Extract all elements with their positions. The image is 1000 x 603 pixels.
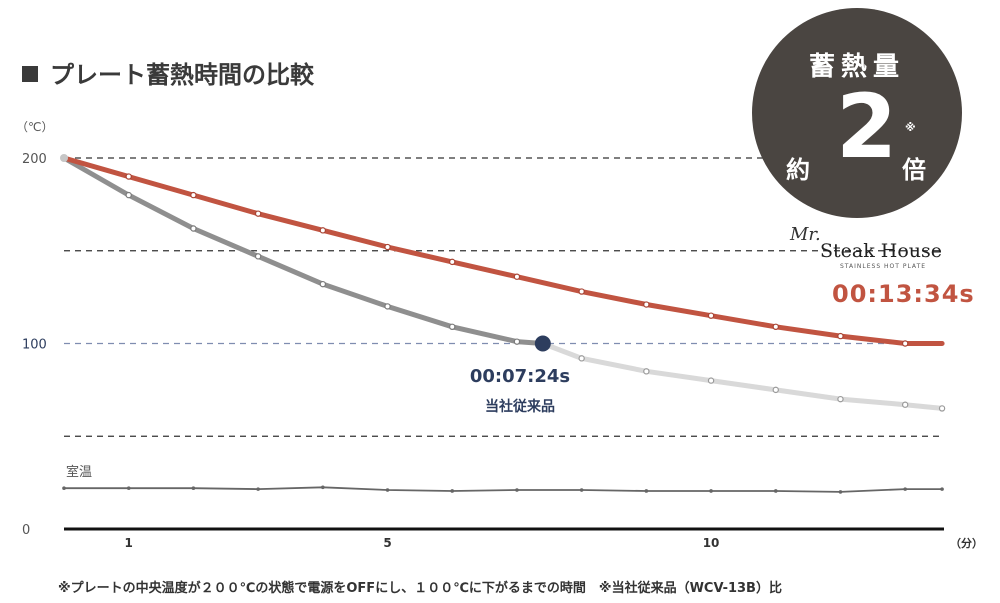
brand-point bbox=[578, 288, 585, 295]
room-point bbox=[450, 489, 455, 493]
brand-point bbox=[254, 210, 262, 217]
conventional-point bbox=[449, 323, 456, 331]
room-point bbox=[838, 490, 843, 494]
brand-time-label: 00:13:34s bbox=[832, 280, 975, 308]
room-temp-line bbox=[64, 486, 943, 493]
grid-lines bbox=[64, 157, 944, 437]
chart-title: プレート蓄熱時間の比較 bbox=[22, 55, 314, 90]
conventional-point bbox=[901, 401, 909, 408]
room-point bbox=[579, 488, 584, 492]
x-axis-label: （分） bbox=[950, 536, 983, 550]
y-tick-200: 200 bbox=[22, 152, 47, 167]
x-tick-5: 5 bbox=[383, 536, 391, 550]
conventional-point bbox=[772, 386, 779, 394]
room-point bbox=[256, 487, 260, 491]
badge-prefix: 約 bbox=[786, 156, 810, 184]
conventional-point bbox=[578, 355, 585, 362]
footnote: ※プレートの中央温度が２００℃の状態で電源をOFFにし、１００℃に下がるまでの時… bbox=[58, 581, 782, 596]
brand-point bbox=[319, 227, 327, 234]
conventional-name-label: 当社従来品 bbox=[485, 399, 555, 415]
room-point bbox=[62, 486, 66, 490]
room-point bbox=[191, 486, 196, 490]
conventional-point bbox=[254, 253, 262, 260]
room-point bbox=[940, 487, 944, 491]
y-tick-0: 0 bbox=[22, 523, 30, 538]
conventional-point bbox=[513, 338, 521, 345]
x-tick-1: 1 bbox=[125, 536, 133, 550]
brand-point bbox=[707, 312, 715, 319]
brand-point bbox=[643, 301, 650, 308]
brand-point bbox=[901, 340, 909, 347]
badge-line1: 蓄熱量 bbox=[808, 52, 905, 82]
y-axis-label: （℃） bbox=[16, 120, 53, 134]
brand-point bbox=[190, 191, 197, 199]
brand-point bbox=[513, 273, 521, 280]
badge-mark: ※ bbox=[905, 121, 916, 134]
room-point bbox=[515, 488, 519, 492]
room-point bbox=[903, 487, 907, 491]
conventional-point bbox=[837, 395, 844, 403]
conventional-point bbox=[190, 225, 197, 232]
brand-logo: Mr. Steak House STAINLESS HOT PLATE bbox=[782, 222, 957, 274]
conventional-point bbox=[319, 280, 327, 288]
brand-point bbox=[384, 243, 391, 251]
brand-script: Mr. bbox=[790, 224, 821, 245]
room-temp-label: 室温 bbox=[66, 464, 92, 480]
tick-labels: 200 100 0 （℃） 1 5 10 （分） 室温 bbox=[16, 120, 983, 550]
conventional-point bbox=[384, 303, 391, 310]
series-points bbox=[60, 154, 946, 494]
badge-number: 2 bbox=[836, 75, 898, 178]
brand-point bbox=[449, 258, 456, 266]
room-point bbox=[385, 488, 390, 492]
start-point bbox=[60, 154, 68, 162]
badge-suffix: 倍 bbox=[902, 156, 926, 184]
y-tick-100: 100 bbox=[22, 338, 47, 353]
brand-point bbox=[125, 173, 132, 180]
brand-sub: STAINLESS HOT PLATE bbox=[840, 263, 927, 270]
chart-title-text: プレート蓄熱時間の比較 bbox=[50, 61, 314, 89]
crossing-marker bbox=[534, 335, 551, 352]
room-point bbox=[321, 485, 325, 490]
conventional-time-label: 00:07:24s bbox=[469, 366, 571, 387]
conventional-point bbox=[707, 377, 715, 384]
room-point bbox=[773, 489, 778, 493]
room-point bbox=[644, 489, 649, 493]
series-lines bbox=[61, 155, 945, 493]
conventional-point bbox=[643, 368, 650, 375]
conventional-line-after bbox=[540, 341, 945, 411]
conventional-point bbox=[125, 191, 132, 199]
brand-point bbox=[772, 323, 779, 331]
brand-point bbox=[837, 332, 844, 340]
conventional-point bbox=[938, 405, 946, 412]
title-square-icon bbox=[22, 66, 38, 82]
room-point bbox=[709, 489, 713, 493]
heat-storage-badge: 蓄熱量 約 2 ※ 倍 bbox=[752, 8, 962, 218]
brand-name: Steak House bbox=[820, 240, 943, 262]
room-point bbox=[126, 486, 131, 490]
x-tick-10: 10 bbox=[703, 536, 720, 550]
